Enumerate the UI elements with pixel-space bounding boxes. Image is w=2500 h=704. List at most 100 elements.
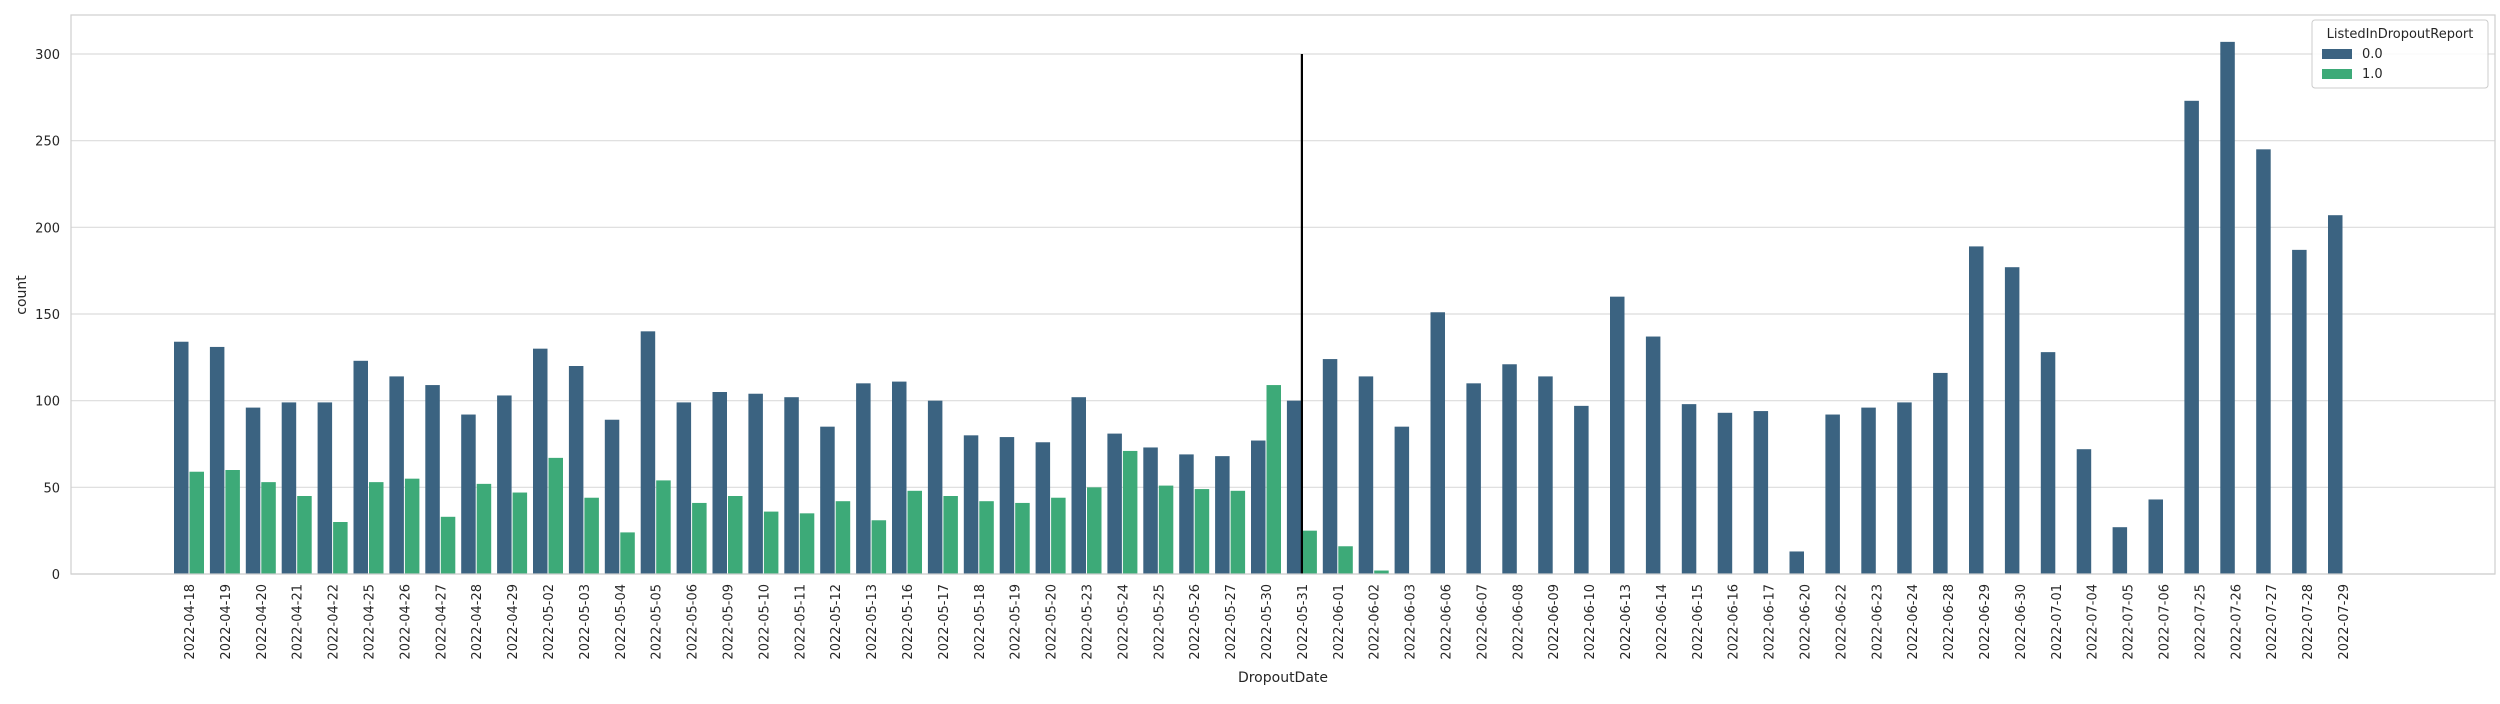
bar-1.0-2022-05-26 bbox=[1194, 489, 1210, 574]
bar-0.0-2022-05-09 bbox=[712, 392, 727, 574]
x-tick-label-2022-07-06: 2022-07-06 bbox=[2158, 584, 2173, 660]
bar-0.0-2022-05-23 bbox=[1071, 397, 1086, 574]
bar-0.0-2022-05-31 bbox=[1286, 400, 1302, 574]
bar-1.0-2022-05-18 bbox=[979, 501, 994, 574]
y-tick-label-200: 200 bbox=[35, 221, 60, 236]
legend-label-1.0: 1.0 bbox=[2362, 67, 2383, 82]
bar-0.0-2022-06-09 bbox=[1538, 376, 1553, 574]
bar-0.0-2022-06-14 bbox=[1645, 336, 1661, 574]
x-tick-label-2022-04-20: 2022-04-20 bbox=[255, 584, 270, 660]
bar-0.0-2022-07-27 bbox=[2256, 149, 2271, 575]
x-tick-label-2022-05-05: 2022-05-05 bbox=[650, 584, 665, 660]
bar-0.0-2022-06-01 bbox=[1322, 359, 1338, 574]
bar-1.0-2022-05-04 bbox=[620, 532, 635, 574]
bar-0.0-2022-07-05 bbox=[2112, 527, 2128, 574]
bar-0.0-2022-06-24 bbox=[1897, 402, 1912, 574]
bar-0.0-2022-05-18 bbox=[963, 435, 979, 574]
bar-1.0-2022-05-20 bbox=[1051, 497, 1066, 574]
plot-frame bbox=[70, 14, 2496, 575]
legend-label-0.0: 0.0 bbox=[2362, 47, 2383, 62]
x-tick-label-2022-06-03: 2022-06-03 bbox=[1404, 584, 1419, 660]
x-tick-label-2022-06-29: 2022-06-29 bbox=[1978, 584, 1993, 660]
x-tick-label-2022-05-23: 2022-05-23 bbox=[1081, 584, 1096, 660]
x-tick-labels: 2022-04-18 2022-04-19 2022-04-20 2022-04-21… bbox=[183, 584, 2352, 660]
bar-0.0-2022-05-02 bbox=[533, 348, 548, 574]
x-tick-label-2022-05-04: 2022-05-04 bbox=[614, 584, 629, 660]
bar-0.0-2022-05-24 bbox=[1107, 433, 1122, 574]
bar-1.0-2022-04-28 bbox=[476, 483, 492, 574]
x-tick-label-2022-07-01: 2022-07-01 bbox=[2050, 584, 2065, 660]
x-tick-label-2022-06-01: 2022-06-01 bbox=[1332, 584, 1347, 660]
bar-0.0-2022-04-18 bbox=[174, 341, 189, 574]
bar-0.0-2022-05-13 bbox=[856, 383, 871, 574]
bar-0.0-2022-07-28 bbox=[2292, 249, 2307, 574]
bar-0.0-2022-06-06 bbox=[1430, 312, 1445, 574]
x-tick-label-2022-06-10: 2022-06-10 bbox=[1583, 584, 1598, 660]
x-tick-label-2022-06-08: 2022-06-08 bbox=[1511, 584, 1526, 660]
bar-0.0-2022-07-29 bbox=[2328, 215, 2343, 574]
x-tick-label-2022-06-14: 2022-06-14 bbox=[1655, 584, 1670, 660]
x-tick-label-2022-07-28: 2022-07-28 bbox=[2301, 584, 2316, 660]
x-tick-label-2022-05-20: 2022-05-20 bbox=[1045, 584, 1060, 660]
bar-0.0-2022-05-26 bbox=[1179, 454, 1194, 574]
y-axis-label: count bbox=[14, 275, 30, 315]
x-tick-label-2022-06-07: 2022-06-07 bbox=[1475, 584, 1490, 660]
y-tick-labels: 0 50 100 150 200 250 300 bbox=[35, 48, 60, 583]
x-tick-label-2022-07-04: 2022-07-04 bbox=[2086, 584, 2101, 660]
bar-0.0-2022-04-21 bbox=[281, 402, 297, 574]
x-tick-label-2022-06-02: 2022-06-02 bbox=[1368, 584, 1383, 660]
x-tick-label-2022-07-29: 2022-07-29 bbox=[2337, 584, 2352, 660]
bar-0.0-2022-06-02 bbox=[1358, 376, 1374, 574]
x-tick-label-2022-06-30: 2022-06-30 bbox=[2014, 584, 2029, 660]
bar-0.0-2022-07-26 bbox=[2220, 41, 2235, 575]
x-tick-label-2022-07-05: 2022-07-05 bbox=[2122, 584, 2137, 660]
x-tick-label-2022-06-23: 2022-06-23 bbox=[1870, 584, 1885, 660]
bar-0.0-2022-04-26 bbox=[389, 376, 404, 574]
bar-0.0-2022-07-01 bbox=[2040, 352, 2056, 574]
legend-swatch-0.0 bbox=[2322, 49, 2352, 59]
bar-0.0-2022-05-27 bbox=[1215, 456, 1230, 574]
x-tick-label-2022-05-24: 2022-05-24 bbox=[1116, 584, 1131, 660]
bar-1.0-2022-05-03 bbox=[584, 497, 599, 574]
bar-1.0-2022-05-10 bbox=[763, 511, 779, 574]
y-tick-label-250: 250 bbox=[35, 135, 60, 150]
bar-1.0-2022-04-21 bbox=[297, 496, 312, 574]
bar-0.0-2022-06-08 bbox=[1502, 364, 1517, 574]
bars bbox=[174, 41, 2343, 575]
bar-1.0-2022-05-27 bbox=[1230, 490, 1246, 574]
bar-0.0-2022-06-17 bbox=[1753, 411, 1769, 574]
bar-1.0-2022-04-20 bbox=[261, 482, 276, 574]
bar-0.0-2022-05-30 bbox=[1251, 440, 1266, 574]
bar-0.0-2022-05-25 bbox=[1143, 447, 1158, 574]
bar-1.0-2022-05-02 bbox=[548, 457, 563, 574]
bar-1.0-2022-04-27 bbox=[440, 516, 456, 574]
x-tick-label-2022-04-29: 2022-04-29 bbox=[506, 584, 521, 660]
bar-1.0-2022-06-02 bbox=[1374, 570, 1389, 574]
bar-1.0-2022-05-12 bbox=[835, 501, 851, 574]
y-tick-label-150: 150 bbox=[35, 308, 60, 323]
bar-0.0-2022-06-29 bbox=[1969, 246, 1984, 574]
bar-0.0-2022-06-15 bbox=[1681, 404, 1697, 574]
x-tick-label-2022-05-25: 2022-05-25 bbox=[1152, 584, 1167, 660]
y-tick-label-300: 300 bbox=[35, 48, 60, 63]
x-tick-label-2022-05-18: 2022-05-18 bbox=[973, 584, 988, 660]
x-tick-label-2022-05-30: 2022-05-30 bbox=[1260, 584, 1275, 660]
bar-0.0-2022-04-29 bbox=[497, 395, 512, 574]
bar-0.0-2022-05-05 bbox=[640, 331, 656, 574]
bar-0.0-2022-07-06 bbox=[2148, 499, 2163, 574]
bar-1.0-2022-05-24 bbox=[1122, 450, 1138, 574]
bar-1.0-2022-04-22 bbox=[333, 522, 348, 574]
x-tick-label-2022-04-26: 2022-04-26 bbox=[398, 584, 413, 660]
x-tick-label-2022-04-25: 2022-04-25 bbox=[363, 584, 378, 660]
bar-1.0-2022-05-17 bbox=[943, 496, 958, 574]
bar-1.0-2022-05-30 bbox=[1266, 385, 1281, 574]
x-tick-label-2022-05-02: 2022-05-02 bbox=[542, 584, 557, 660]
x-tick-label-2022-06-13: 2022-06-13 bbox=[1619, 584, 1634, 660]
x-tick-label-2022-06-09: 2022-06-09 bbox=[1547, 584, 1562, 660]
x-tick-label-2022-06-15: 2022-06-15 bbox=[1691, 584, 1706, 660]
bar-1.0-2022-05-23 bbox=[1087, 487, 1102, 574]
x-tick-label-2022-04-22: 2022-04-22 bbox=[327, 584, 342, 660]
bar-0.0-2022-07-25 bbox=[2184, 100, 2199, 575]
